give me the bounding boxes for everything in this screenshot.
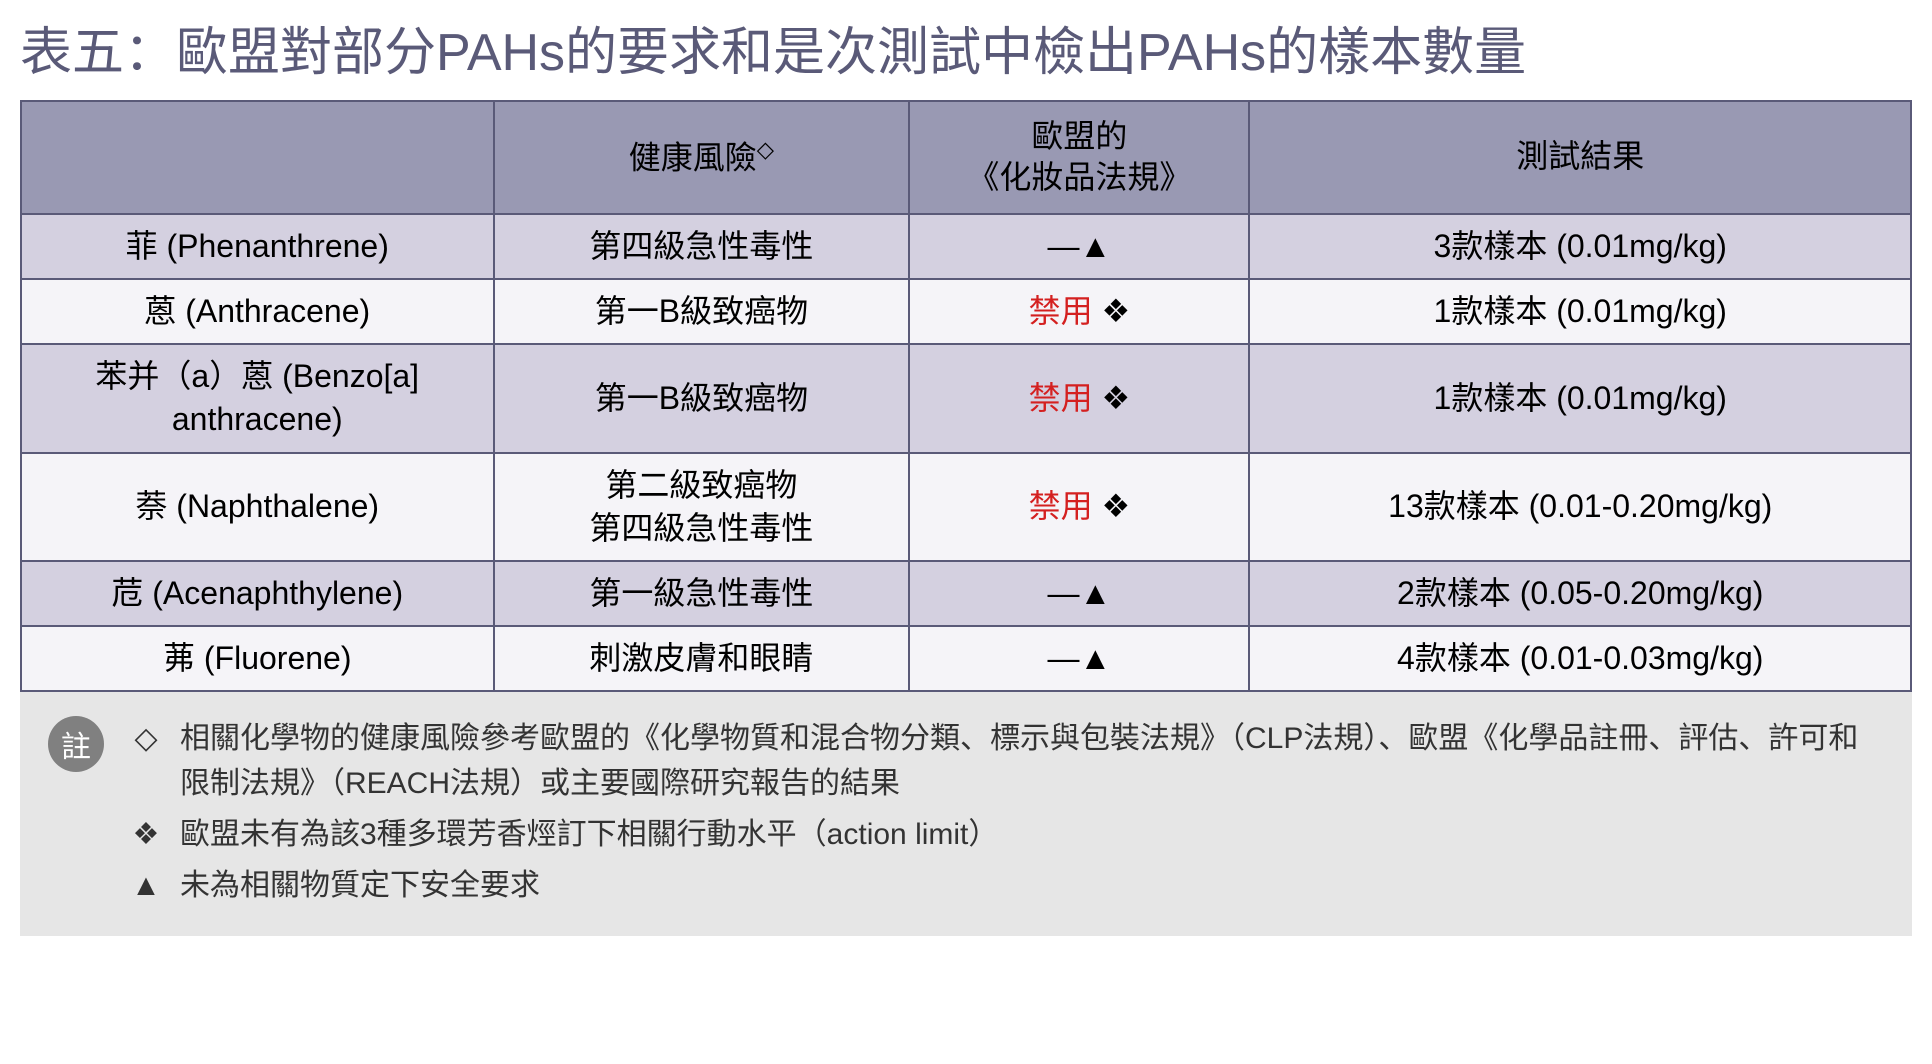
header-eu: 歐盟的《化妝品法規》 [909, 101, 1249, 214]
table-row: 菲 (Phenanthrene)第四級急性毒性—▲3款樣本 (0.01mg/kg… [21, 214, 1911, 279]
row-risk: 第四級急性毒性 [494, 214, 910, 279]
row-name: 茀 (Fluorene) [21, 626, 494, 691]
header-risk: 健康風險◇ [494, 101, 910, 214]
note-symbol: ❖ [128, 812, 164, 857]
row-result: 2款樣本 (0.05-0.20mg/kg) [1249, 561, 1911, 626]
row-name: 苯并（a）蒽 (Benzo[a] anthracene) [21, 344, 494, 452]
note-lines: ◇相關化學物的健康風險參考歐盟的《化學物質和混合物分類、標示與包裝法規》（CLP… [128, 716, 1884, 908]
row-eu: —▲ [909, 214, 1249, 279]
row-risk: 第一B級致癌物 [494, 344, 910, 452]
row-result: 4款樣本 (0.01-0.03mg/kg) [1249, 626, 1911, 691]
row-risk: 第一B級致癌物 [494, 279, 910, 344]
row-eu: 禁用 ❖ [909, 279, 1249, 344]
note-symbol: ◇ [128, 716, 164, 806]
header-result: 測試結果 [1249, 101, 1911, 214]
row-eu: 禁用 ❖ [909, 344, 1249, 452]
row-risk: 刺激皮膚和眼睛 [494, 626, 910, 691]
header-empty [21, 101, 494, 214]
row-name: 菲 (Phenanthrene) [21, 214, 494, 279]
note-line: ▲ 未為相關物質定下安全要求 [128, 863, 1884, 908]
note-text: 歐盟未有為該3種多環芳香烴訂下相關行動水平（action limit） [180, 812, 1884, 857]
row-name: 蒽 (Anthracene) [21, 279, 494, 344]
row-eu: —▲ [909, 561, 1249, 626]
note-text: 相關化學物的健康風險參考歐盟的《化學物質和混合物分類、標示與包裝法規》（CLP法… [180, 716, 1884, 806]
row-name: 苊 (Acenaphthylene) [21, 561, 494, 626]
table-row: 萘 (Naphthalene)第二級致癌物第四級急性毒性禁用 ❖13款樣本 (0… [21, 453, 1911, 561]
table-row: 茀 (Fluorene)刺激皮膚和眼睛—▲4款樣本 (0.01-0.03mg/k… [21, 626, 1911, 691]
note-line: ❖ 歐盟未有為該3種多環芳香烴訂下相關行動水平（action limit） [128, 812, 1884, 857]
table-row: 苯并（a）蒽 (Benzo[a] anthracene)第一B級致癌物禁用 ❖1… [21, 344, 1911, 452]
table-row: 蒽 (Anthracene)第一B級致癌物禁用 ❖1款樣本 (0.01mg/kg… [21, 279, 1911, 344]
note-badge: 註 [48, 716, 104, 772]
row-result: 13款樣本 (0.01-0.20mg/kg) [1249, 453, 1911, 561]
table-body: 菲 (Phenanthrene)第四級急性毒性—▲3款樣本 (0.01mg/kg… [21, 214, 1911, 692]
table-title: 表五：歐盟對部分PAHs的要求和是次測試中檢出PAHs的樣本數量 [20, 20, 1912, 88]
pah-table: 健康風險◇ 歐盟的《化妝品法規》 測試結果 菲 (Phenanthrene)第四… [20, 100, 1912, 693]
notes-box: 註 ◇相關化學物的健康風險參考歐盟的《化學物質和混合物分類、標示與包裝法規》（C… [20, 692, 1912, 936]
row-result: 3款樣本 (0.01mg/kg) [1249, 214, 1911, 279]
row-eu: —▲ [909, 626, 1249, 691]
note-line: ◇相關化學物的健康風險參考歐盟的《化學物質和混合物分類、標示與包裝法規》（CLP… [128, 716, 1884, 806]
header-row: 健康風險◇ 歐盟的《化妝品法規》 測試結果 [21, 101, 1911, 214]
row-risk: 第一級急性毒性 [494, 561, 910, 626]
row-risk: 第二級致癌物第四級急性毒性 [494, 453, 910, 561]
row-eu: 禁用 ❖ [909, 453, 1249, 561]
row-result: 1款樣本 (0.01mg/kg) [1249, 344, 1911, 452]
table-row: 苊 (Acenaphthylene)第一級急性毒性—▲2款樣本 (0.05-0.… [21, 561, 1911, 626]
note-symbol: ▲ [128, 863, 164, 908]
row-name: 萘 (Naphthalene) [21, 453, 494, 561]
row-result: 1款樣本 (0.01mg/kg) [1249, 279, 1911, 344]
note-text: 未為相關物質定下安全要求 [180, 863, 1884, 908]
